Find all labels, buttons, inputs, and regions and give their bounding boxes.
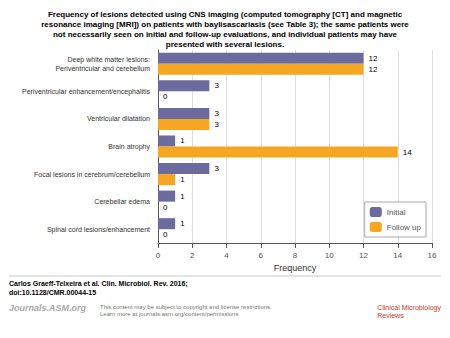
- svg-text:resonance imaging [MRI]) on pa: resonance imaging [MRI]) on patients wit…: [41, 20, 409, 29]
- svg-text:Periventricular enhancement/en: Periventricular enhancement/encephalitis: [22, 88, 151, 96]
- svg-text:14: 14: [403, 148, 412, 157]
- svg-text:This content may be subject to: This content may be subject to copyright…: [100, 304, 272, 310]
- svg-text:Frequency of lesions detected: Frequency of lesions detected using CNS …: [48, 10, 403, 19]
- svg-text:1: 1: [180, 192, 185, 201]
- svg-text:3: 3: [214, 109, 219, 118]
- svg-text:Learn more at journals.asm.org: Learn more at journals.asm.org/content/p…: [100, 311, 238, 317]
- svg-text:8: 8: [293, 251, 298, 260]
- svg-text:Journals.ASM.org: Journals.ASM.org: [9, 303, 87, 313]
- svg-text:Spinal cord lesions/enhancemen: Spinal cord lesions/enhancement: [47, 226, 150, 234]
- svg-text:12: 12: [369, 54, 378, 63]
- svg-text:Focal lesions in cerebrum/cere: Focal lesions in cerebrum/cerebellum: [34, 171, 150, 178]
- svg-text:Brain atrophy: Brain atrophy: [108, 143, 150, 151]
- svg-text:Deep white matter lesions:: Deep white matter lesions:: [68, 56, 151, 64]
- svg-text:12: 12: [359, 251, 368, 260]
- svg-text:0: 0: [163, 203, 168, 212]
- svg-text:Frequency: Frequency: [274, 263, 317, 273]
- svg-text:1: 1: [180, 219, 185, 228]
- svg-text:Ventricular dilatation: Ventricular dilatation: [87, 115, 150, 122]
- svg-text:1: 1: [180, 175, 185, 184]
- svg-text:0: 0: [163, 92, 168, 101]
- svg-text:Follow up: Follow up: [387, 223, 422, 232]
- svg-text:4: 4: [224, 251, 229, 260]
- svg-text:2: 2: [190, 251, 195, 260]
- svg-text:Carlos Graeff-Teixeira et al.: Carlos Graeff-Teixeira et al. Clin. Micr…: [9, 280, 188, 288]
- svg-text:6: 6: [259, 251, 264, 260]
- svg-text:10: 10: [325, 251, 334, 260]
- svg-text:3: 3: [214, 81, 219, 90]
- svg-text:presented with several lesions: presented with several lesions.: [166, 40, 284, 49]
- svg-text:12: 12: [369, 65, 378, 74]
- svg-text:14: 14: [393, 251, 402, 260]
- svg-text:Clinical Microbiology: Clinical Microbiology: [377, 304, 441, 312]
- svg-text:0: 0: [163, 230, 168, 239]
- svg-text:Cerebellar edema: Cerebellar edema: [94, 198, 150, 205]
- svg-text:Initial: Initial: [387, 208, 406, 217]
- svg-text:doi:10.1128/CMR.00044-15: doi:10.1128/CMR.00044-15: [9, 289, 96, 296]
- svg-text:3: 3: [214, 120, 219, 129]
- svg-text:Periventricular and cerebellum: Periventricular and cerebellum: [55, 65, 150, 72]
- svg-text:16: 16: [428, 251, 437, 260]
- svg-text:1: 1: [180, 136, 185, 145]
- svg-text:not necessarily seen on initia: not necessarily seen on initial and foll…: [53, 30, 398, 39]
- svg-text:Reviews: Reviews: [377, 312, 404, 319]
- svg-text:0: 0: [156, 251, 161, 260]
- svg-text:3: 3: [214, 164, 219, 173]
